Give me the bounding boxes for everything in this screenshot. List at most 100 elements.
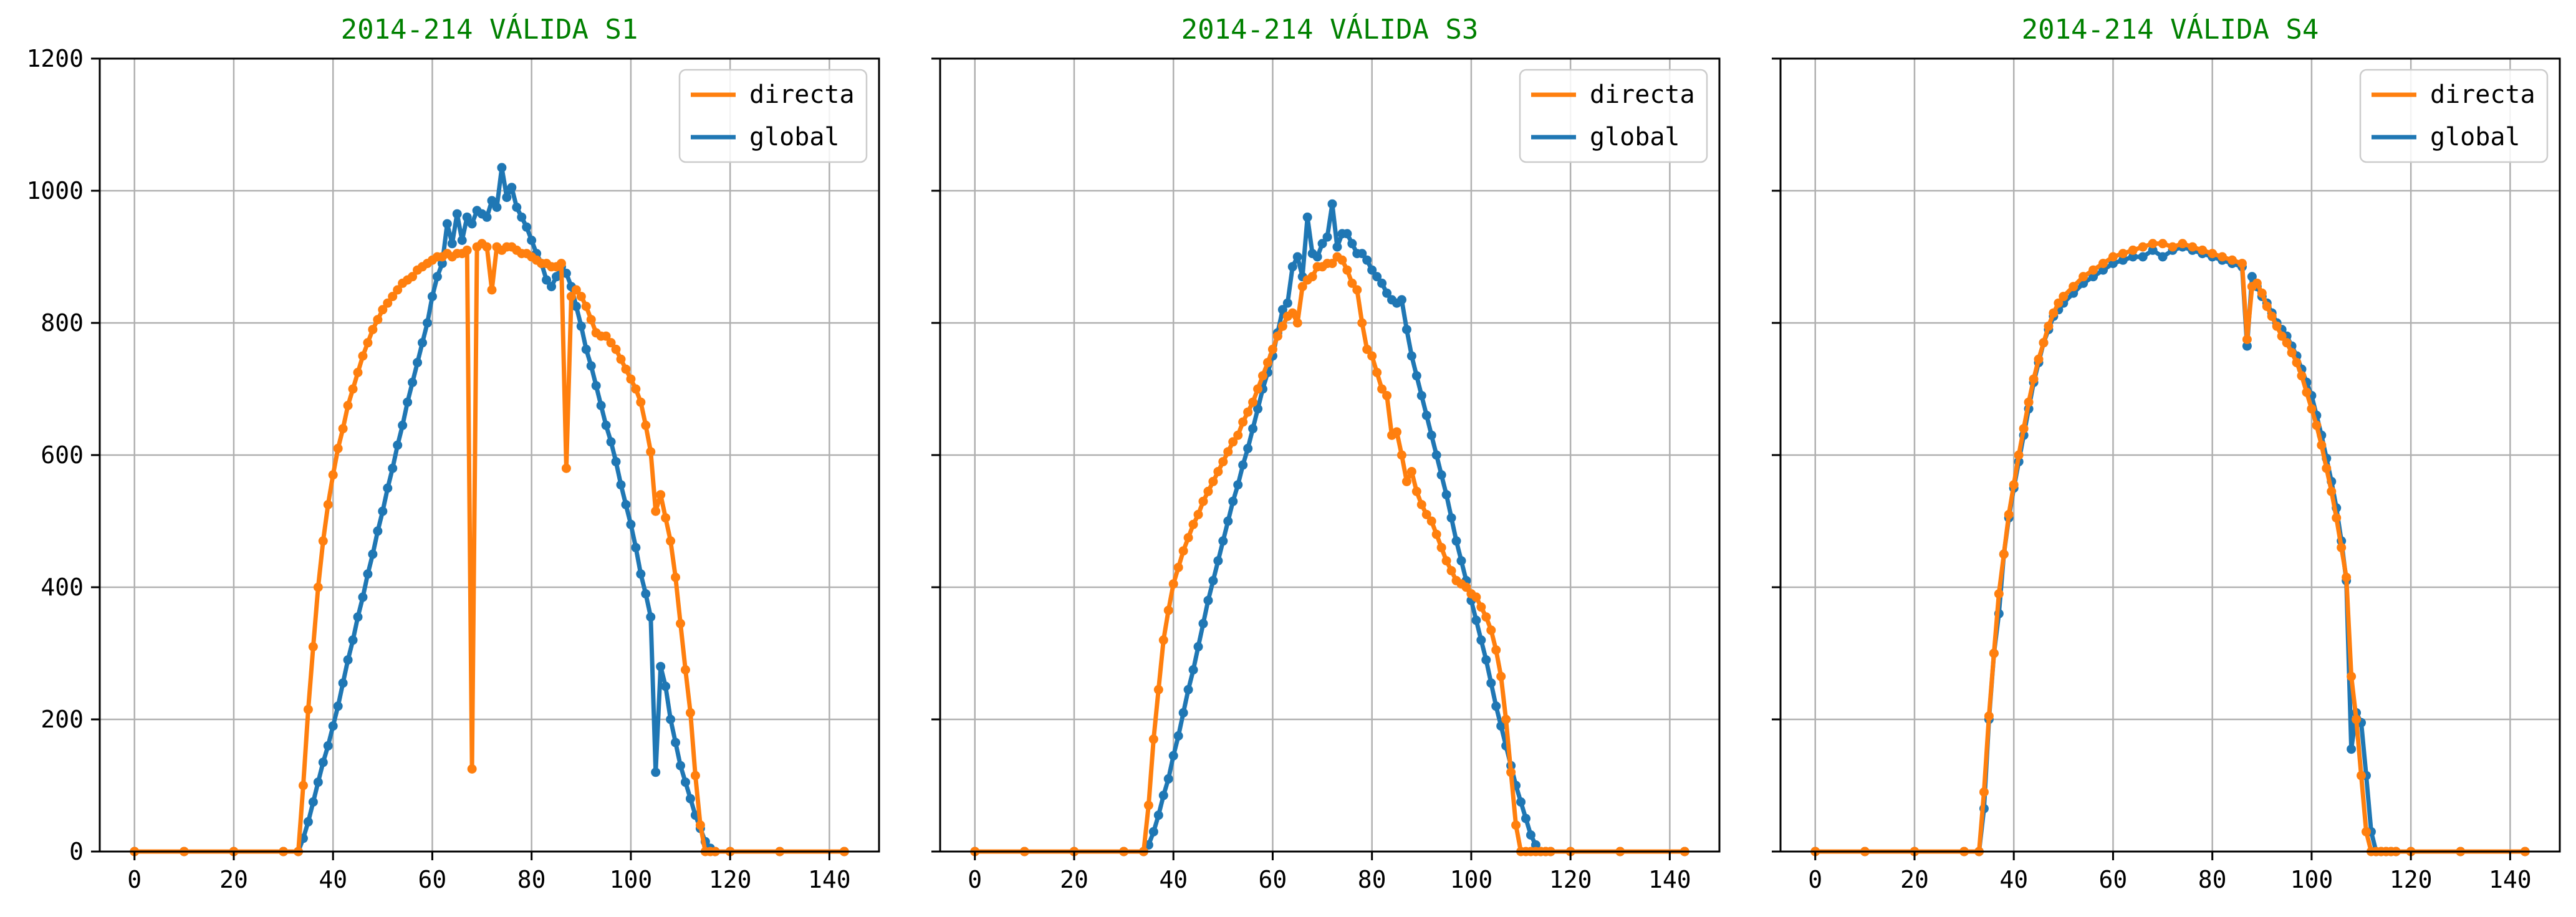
- data-point-global: [661, 681, 671, 691]
- data-point-directa: [2352, 714, 2362, 724]
- data-point-global: [467, 219, 477, 229]
- data-point-directa: [2014, 450, 2024, 460]
- data-point-global: [338, 678, 348, 688]
- x-tick-label: 20: [1060, 866, 1089, 893]
- data-point-directa: [2262, 302, 2272, 311]
- data-point-global: [507, 183, 517, 193]
- data-point-global: [601, 420, 611, 430]
- data-point-directa: [383, 298, 393, 308]
- data-point-global: [651, 767, 661, 777]
- data-point-global: [1471, 615, 1481, 625]
- data-point-global: [1312, 252, 1322, 262]
- data-point-directa: [2158, 239, 2168, 249]
- data-point-directa: [1213, 467, 1223, 476]
- data-point-global: [408, 377, 418, 387]
- chart-panel-2: 0 20 40 60 80 100 120 140 2014-214 VÁLIDA S3 dire…: [931, 12, 1721, 893]
- x-tick-label: 120: [2390, 866, 2433, 893]
- data-point-directa: [308, 641, 318, 651]
- data-point-global: [1357, 249, 1367, 259]
- data-point-directa: [611, 344, 621, 354]
- data-point-global: [418, 338, 428, 348]
- data-point-global: [2118, 255, 2128, 265]
- data-point-global: [492, 203, 502, 212]
- data-point-directa: [2218, 252, 2228, 262]
- data-point-directa: [2361, 827, 2371, 837]
- data-point-directa: [1506, 767, 1516, 777]
- data-point-directa: [685, 708, 695, 718]
- data-point-directa: [1367, 351, 1377, 361]
- data-point-global: [656, 661, 666, 671]
- data-point-directa: [1471, 592, 1481, 602]
- y-tick-label: 200: [41, 706, 84, 733]
- y-tick-label: 1000: [26, 177, 84, 204]
- data-point-global: [596, 401, 606, 410]
- data-point-global: [1233, 480, 1243, 490]
- data-point-directa: [646, 447, 656, 457]
- data-point-directa: [2004, 509, 2014, 519]
- data-point-global: [482, 212, 492, 222]
- data-point-directa: [1511, 820, 1521, 830]
- data-point-directa: [606, 338, 616, 348]
- x-tick-label: 0: [1808, 866, 1822, 893]
- data-point-directa: [1421, 509, 1431, 519]
- data-point-directa: [1352, 285, 1362, 295]
- data-point-directa: [298, 780, 308, 790]
- data-point-directa: [1228, 437, 1238, 447]
- legend-label-directa: directa: [2430, 80, 2535, 109]
- x-tick-label: 100: [1450, 866, 1493, 893]
- x-tick-label: 140: [1648, 866, 1691, 893]
- data-point-global: [1183, 684, 1193, 694]
- data-point-directa: [1277, 321, 1287, 331]
- data-point-global: [388, 463, 398, 473]
- data-point-directa: [482, 242, 492, 252]
- x-tick-label: 40: [319, 866, 347, 893]
- legend-label-global: global: [749, 123, 840, 151]
- data-point-global: [1496, 721, 1506, 731]
- data-point-directa: [1416, 500, 1426, 509]
- data-point-directa: [1481, 612, 1491, 622]
- data-point-directa: [2039, 338, 2049, 348]
- data-point-directa: [1476, 602, 1486, 612]
- data-point-global: [1248, 424, 1258, 434]
- data-point-global: [353, 612, 363, 622]
- data-point-directa: [2148, 239, 2158, 249]
- data-point-directa: [373, 315, 383, 325]
- data-point-global: [1163, 774, 1173, 784]
- data-point-directa: [2178, 239, 2188, 249]
- data-point-directa: [2292, 358, 2302, 368]
- data-point-global: [1198, 618, 1208, 628]
- data-point-directa: [1198, 496, 1208, 506]
- data-point-directa: [1173, 562, 1183, 572]
- data-point-directa: [695, 820, 705, 830]
- data-point-directa: [1223, 447, 1233, 457]
- data-point-global: [1421, 410, 1431, 420]
- data-point-directa: [2267, 311, 2277, 321]
- data-point-global: [1203, 595, 1213, 605]
- data-point-global: [1486, 678, 1496, 688]
- data-point-global: [413, 358, 423, 368]
- data-point-directa: [680, 665, 690, 675]
- data-point-global: [432, 272, 442, 282]
- data-point-directa: [1327, 259, 1337, 269]
- data-point-global: [1446, 513, 1456, 523]
- data-point-global: [1367, 265, 1377, 275]
- data-point-global: [1451, 536, 1461, 546]
- data-point-directa: [2019, 424, 2029, 434]
- data-point-global: [318, 757, 328, 767]
- data-point-directa: [571, 285, 581, 295]
- data-point-global: [685, 794, 695, 804]
- data-point-directa: [2024, 397, 2034, 407]
- data-point-directa: [467, 764, 477, 774]
- data-point-directa: [343, 401, 353, 410]
- data-point-global: [517, 212, 527, 222]
- data-point-directa: [2138, 242, 2148, 252]
- data-point-global: [447, 239, 457, 249]
- data-point-directa: [631, 384, 641, 394]
- chart-panel-1: 0 20 40 60 80 100 120 140 0 200 400 600 800 1000 1200 2…: [26, 12, 880, 893]
- data-point-global: [457, 236, 467, 245]
- data-point-directa: [1347, 278, 1357, 288]
- data-point-directa: [1307, 272, 1317, 282]
- data-point-directa: [1287, 308, 1297, 318]
- data-point-directa: [1292, 318, 1302, 328]
- data-point-directa: [1401, 476, 1411, 486]
